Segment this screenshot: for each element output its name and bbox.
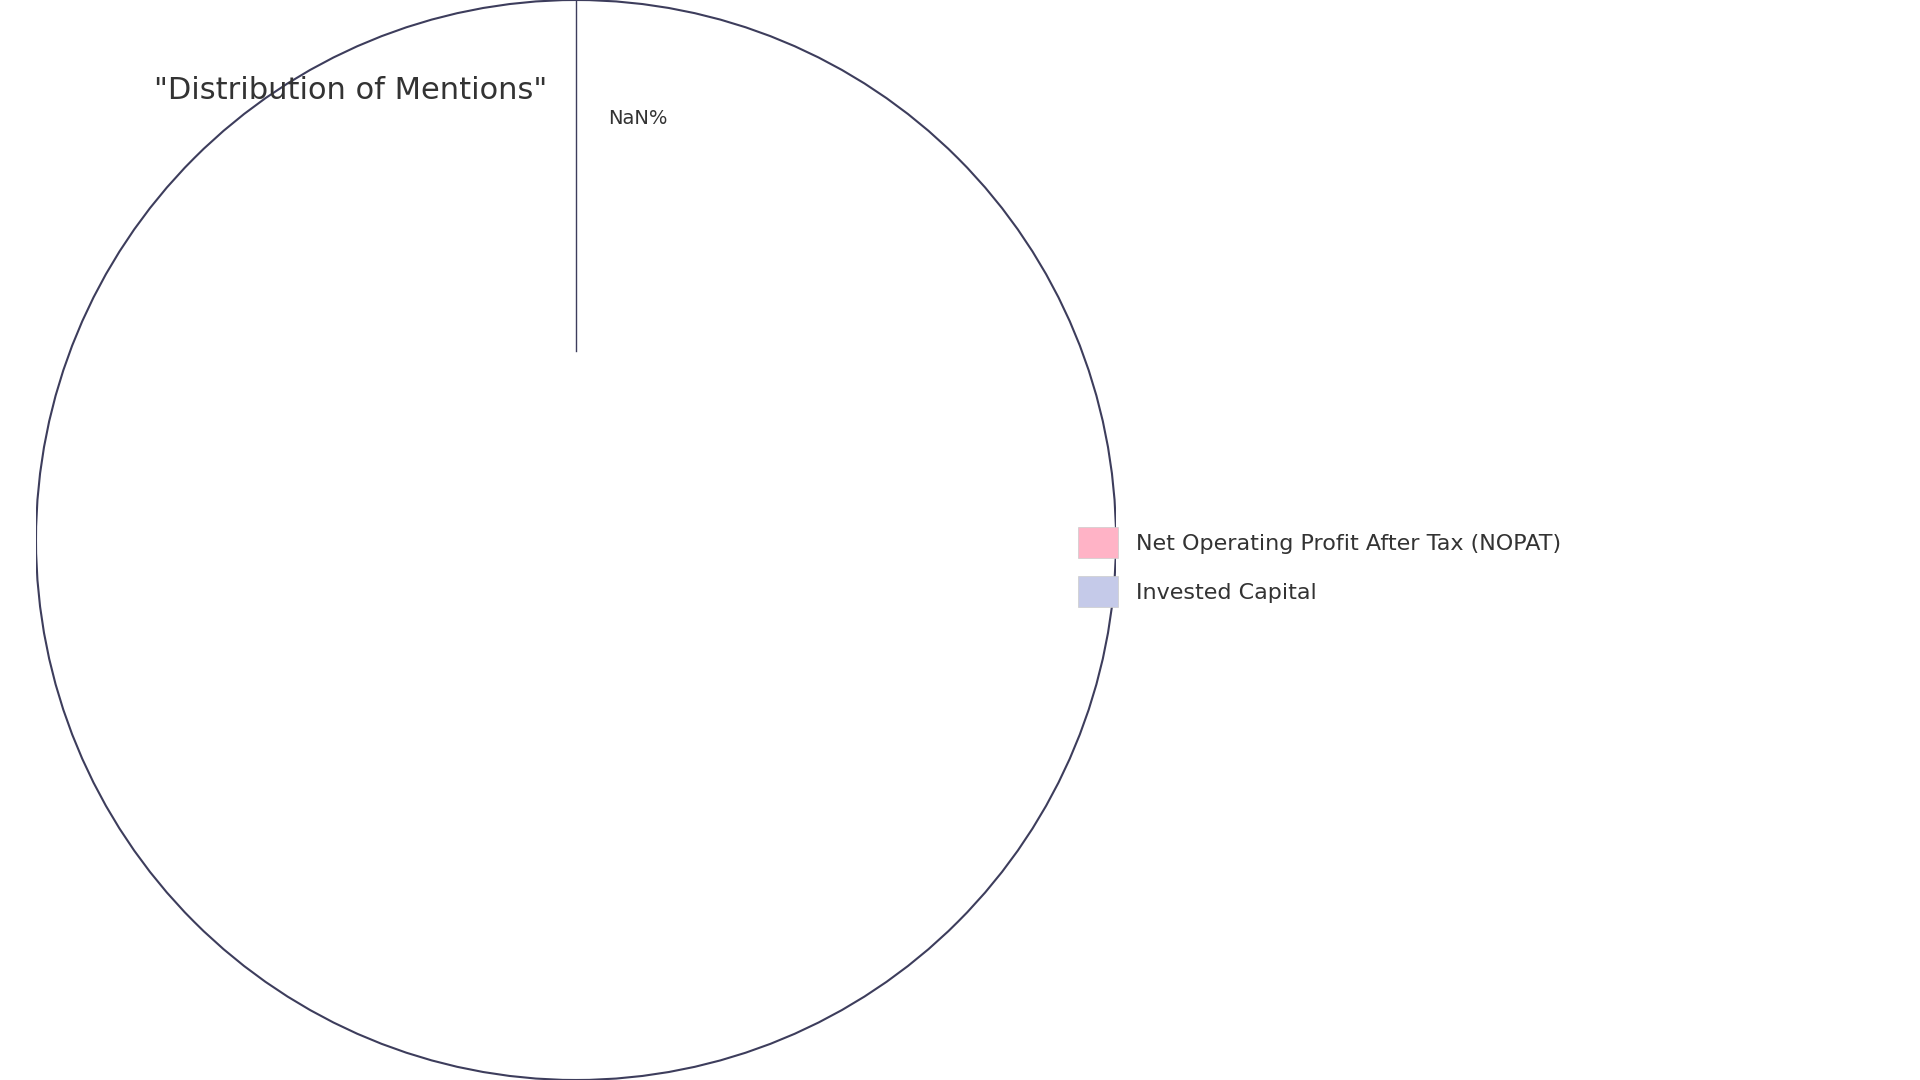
Text: NaN%: NaN% [609,109,668,129]
Circle shape [36,0,1116,1080]
Text: "Distribution of Mentions": "Distribution of Mentions" [154,76,547,105]
Legend: Net Operating Profit After Tax (NOPAT), Invested Capital: Net Operating Profit After Tax (NOPAT), … [1068,515,1572,619]
